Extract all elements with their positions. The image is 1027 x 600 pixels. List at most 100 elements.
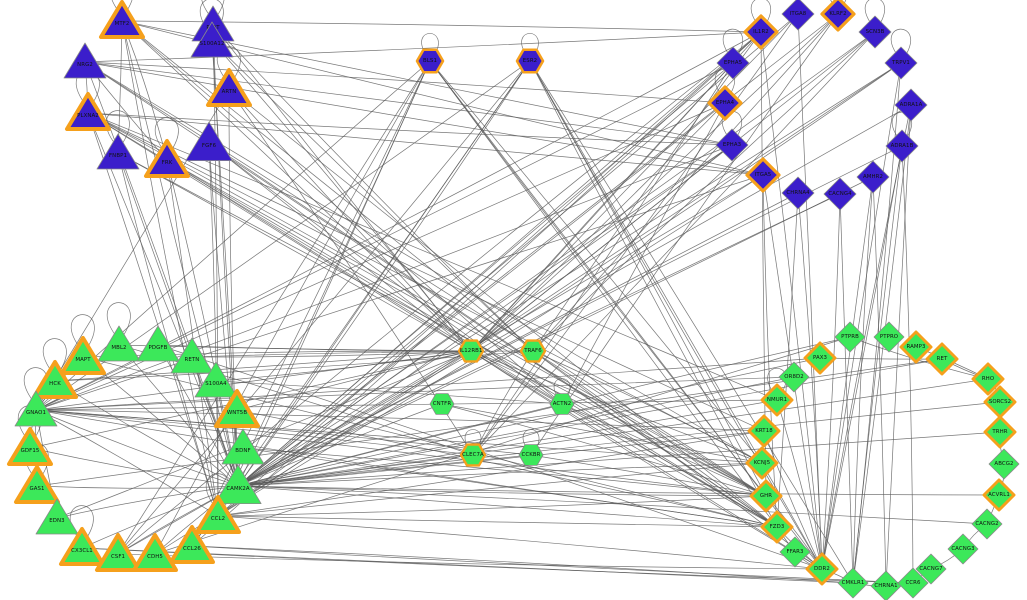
- graph-edge: [217, 515, 823, 570]
- triangle-node-shape: [32, 360, 78, 399]
- graph-edge: [561, 102, 726, 405]
- graph-edge: [191, 545, 854, 584]
- graph-edge: [821, 62, 902, 570]
- graph-edge: [237, 485, 988, 525]
- graph-self-loop: [43, 338, 67, 371]
- graph-edge: [121, 20, 563, 405]
- graph-self-loop: [421, 33, 439, 55]
- graph-edge: [237, 60, 531, 487]
- graph-edge: [217, 31, 762, 517]
- graph-edge: [237, 376, 795, 487]
- graph-self-loop: [464, 429, 482, 449]
- diamond-node-shape: [884, 46, 918, 80]
- diamond-node-shape: [803, 341, 837, 375]
- diamond-node-shape: [716, 46, 750, 80]
- graph-edge: [532, 350, 763, 464]
- graph-edge: [54, 350, 472, 382]
- graph-edge: [821, 193, 841, 570]
- graph-edge: [237, 454, 532, 487]
- graph-node-bls1[interactable]: BLS1: [413, 44, 447, 78]
- graph-edge: [117, 60, 431, 555]
- graph-node-ret[interactable]: RET: [923, 340, 961, 378]
- graph-edge: [441, 403, 763, 464]
- graph-node-cntfr[interactable]: CNTFR: [426, 388, 458, 420]
- graph-self-loop: [864, 0, 886, 24]
- graph-self-loop: [522, 429, 540, 449]
- graph-edge: [237, 485, 778, 528]
- graph-node-il12rb1[interactable]: IL12RB1: [455, 335, 487, 367]
- diamond-node-shape: [856, 160, 890, 194]
- graph-node-ccr6[interactable]: CCR6: [894, 564, 932, 600]
- graph-node-itga8[interactable]: ITGA8: [778, 0, 818, 34]
- graph-node-fnbp1[interactable]: FNBP1: [94, 129, 142, 177]
- graph-edge: [35, 409, 219, 517]
- graph-node-cacng4[interactable]: CACNG4: [820, 174, 860, 214]
- triangle-node-shape: [221, 428, 265, 465]
- graph-edge: [217, 430, 765, 517]
- graph-edge: [237, 431, 1001, 487]
- graph-edge: [35, 409, 767, 497]
- diamond-node-shape: [870, 570, 902, 600]
- diamond-node-shape: [820, 0, 856, 32]
- graph-edge: [82, 356, 778, 528]
- diamond-node-shape: [971, 362, 1005, 396]
- diamond-node-shape: [747, 414, 781, 448]
- hexagon-node-shape: [457, 339, 485, 363]
- graph-node-trpv1[interactable]: TRPV1: [881, 43, 921, 83]
- graph-edge: [87, 112, 764, 176]
- graph-node-artn[interactable]: ARTN: [205, 65, 253, 113]
- graph-edge: [470, 31, 876, 352]
- graph-node-epha5[interactable]: EPHA5: [713, 43, 753, 83]
- graph-edge: [821, 176, 874, 570]
- graph-node-s100a12[interactable]: S100A12: [188, 17, 236, 65]
- graph-edge: [242, 447, 778, 528]
- hexagon-node-shape: [459, 443, 487, 467]
- diamond-node-shape: [983, 415, 1017, 449]
- triangle-node-shape: [132, 533, 178, 572]
- graph-node-epha4[interactable]: EPHA4: [705, 83, 745, 123]
- graph-node-nrg2[interactable]: NRG2: [61, 38, 109, 86]
- triangle-node-shape: [190, 21, 234, 58]
- graph-edge: [763, 430, 823, 570]
- graph-edge: [470, 13, 839, 352]
- graph-edge: [29, 447, 239, 487]
- graph-edge: [154, 60, 431, 555]
- graph-self-loop: [890, 28, 912, 55]
- graph-edge: [84, 61, 764, 176]
- diamond-node-shape: [779, 536, 811, 568]
- graph-node-klrf2[interactable]: KLRF2: [818, 0, 858, 34]
- graph-node-clec7a[interactable]: CLEC7A: [457, 439, 489, 471]
- graph-edge: [117, 60, 531, 555]
- graph-edge: [84, 61, 767, 497]
- graph-self-loop: [107, 302, 131, 335]
- graph-node-adra1a[interactable]: ADRA1A: [891, 85, 931, 125]
- graph-node-traf6[interactable]: TRAF6: [517, 335, 549, 367]
- graph-edge: [157, 344, 823, 570]
- graph-edge: [191, 60, 431, 547]
- graph-node-esr2[interactable]: ESR2: [513, 44, 547, 78]
- graph-node-cckbr[interactable]: CCKBR: [515, 439, 547, 471]
- graph-edge: [237, 454, 474, 487]
- diamond-node-shape: [823, 177, 857, 211]
- graph-node-cdh5[interactable]: CDH5: [131, 530, 179, 578]
- graph-edge: [797, 192, 823, 570]
- graph-edge: [237, 193, 841, 487]
- graph-self-loop: [750, 0, 772, 24]
- graph-edge: [429, 60, 763, 464]
- diamond-node-shape: [899, 330, 933, 364]
- graph-node-itga5[interactable]: ITGA5: [743, 155, 783, 195]
- graph-edge: [237, 401, 1001, 487]
- graph-node-actn2[interactable]: ACTN2: [546, 388, 578, 420]
- graph-edge: [530, 13, 839, 456]
- triangle-node-shape: [14, 465, 60, 504]
- graph-node-chrna4[interactable]: CHRNA4: [778, 173, 818, 213]
- graph-self-loop: [521, 33, 539, 55]
- graph-edge: [529, 60, 778, 528]
- triangle-node-shape: [206, 68, 252, 107]
- diamond-node-shape: [715, 128, 749, 162]
- graph-edge: [237, 31, 876, 487]
- graph-node-frk[interactable]: FRK: [143, 136, 191, 184]
- diamond-node-shape: [743, 14, 779, 50]
- graph-edge: [237, 485, 1000, 496]
- graph-edge: [532, 13, 839, 352]
